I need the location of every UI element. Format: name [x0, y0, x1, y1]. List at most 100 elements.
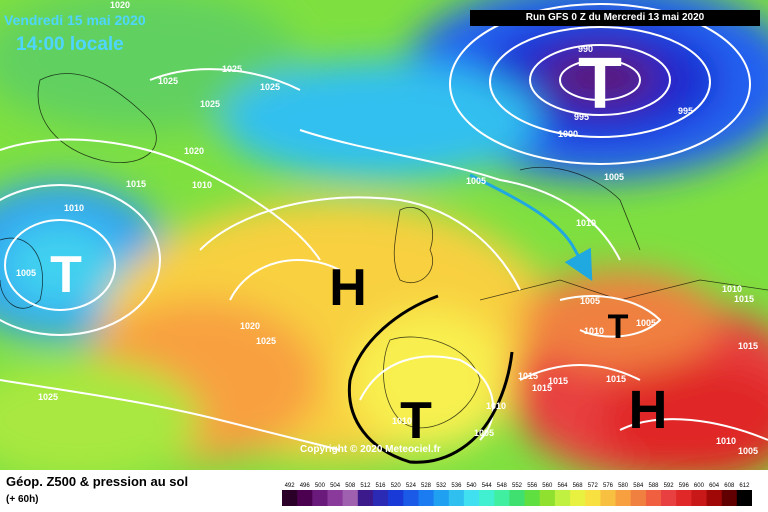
isobar-label: 1005 — [466, 176, 486, 186]
forecast-time: 14:00 locale — [16, 34, 124, 55]
isobar-label: 1025 — [256, 336, 276, 346]
scale-tick-label: 532 — [436, 483, 447, 489]
scale-swatch — [403, 490, 419, 506]
scale-swatch — [448, 490, 465, 506]
scale-swatch — [676, 490, 692, 506]
isobar-label: 1010 — [584, 326, 604, 336]
isobar-label: 1010 — [486, 401, 506, 411]
scale-swatch — [600, 490, 617, 506]
scale-tick-label: 516 — [375, 483, 386, 489]
scale-tick-label: 544 — [482, 483, 493, 489]
scale-swatch — [630, 490, 647, 506]
scale-swatch — [585, 490, 601, 506]
low-marker: T — [400, 392, 432, 450]
high-marker: H — [629, 380, 668, 440]
scale-tick-label: 592 — [664, 483, 675, 489]
isobar-label: 1005 — [474, 428, 494, 438]
scale-swatch — [721, 490, 738, 506]
isobar-label: 1015 — [548, 376, 568, 386]
isobar-label: 995 — [678, 106, 693, 116]
isobar-label: 1005 — [580, 296, 600, 306]
isobar-label: 1010 — [576, 218, 596, 228]
scale-tick-label: 512 — [360, 483, 371, 489]
scale-tick-label: 524 — [406, 483, 417, 489]
scale-tick-label: 564 — [557, 483, 568, 489]
scale-tick-label: 540 — [466, 483, 477, 489]
low-marker: T — [50, 246, 82, 304]
scale-tick-label: 608 — [724, 483, 735, 489]
scale-swatch — [327, 490, 344, 506]
scale-tick-label: 596 — [679, 483, 690, 489]
isobar-label: 1005 — [636, 318, 656, 328]
isobar-label: 1005 — [604, 172, 624, 182]
scale-swatch — [342, 490, 359, 506]
isobar-label: 1010 — [722, 284, 742, 294]
scale-swatch — [736, 490, 752, 506]
isobar-label: 1015 — [518, 371, 538, 381]
isobar-label: 1010 — [392, 416, 412, 426]
scale-swatch — [494, 490, 510, 506]
scale-swatch — [357, 490, 374, 506]
scale-swatch — [554, 490, 571, 506]
scale-swatch — [463, 490, 480, 506]
scale-tick-label: 612 — [739, 483, 750, 489]
scale-swatch — [661, 490, 677, 506]
scale-tick-label: 520 — [391, 483, 402, 489]
scale-tick-label: 600 — [694, 483, 705, 489]
scale-tick-label: 604 — [709, 483, 720, 489]
isobar-label: 1025 — [200, 99, 220, 109]
isobar-label: 1015 — [532, 383, 552, 393]
copyright: Copyright © 2020 Meteociel.fr — [300, 444, 441, 455]
scale-swatch — [282, 490, 298, 506]
scale-swatch — [539, 490, 556, 506]
scale-tick-label: 568 — [573, 483, 584, 489]
scale-tick-label: 496 — [300, 483, 311, 489]
scale-swatch — [373, 490, 389, 506]
isobar-label: 1000 — [558, 129, 578, 139]
scale-swatch — [388, 490, 404, 506]
scale-swatch — [570, 490, 586, 506]
isobar-label: 1015 — [738, 341, 758, 351]
low-marker: T — [608, 308, 629, 346]
scale-swatch — [524, 490, 541, 506]
forecast-range: (+ 60h) — [6, 494, 39, 505]
scale-swatch — [706, 490, 723, 506]
scale-tick-label: 572 — [588, 483, 599, 489]
high-marker: H — [329, 259, 367, 317]
isobar-label: 1015 — [734, 294, 754, 304]
isobar-label: 1015 — [126, 179, 146, 189]
forecast-date: Vendredi 15 mai 2020 — [4, 12, 146, 28]
run-info: Run GFS 0 Z du Mercredi 13 mai 2020 — [470, 10, 760, 26]
scale-tick-label: 556 — [527, 483, 538, 489]
low-marker: T — [578, 44, 622, 124]
isobar-label: 1025 — [260, 82, 280, 92]
scale-tick-label: 508 — [345, 483, 356, 489]
isobar-label: 1005 — [738, 446, 758, 456]
scale-tick-label: 580 — [618, 483, 629, 489]
scale-tick-label: 584 — [633, 483, 644, 489]
scale-tick-label: 552 — [512, 483, 523, 489]
scale-swatch — [312, 490, 328, 506]
scale-tick-label: 588 — [648, 483, 659, 489]
scale-swatch — [418, 490, 435, 506]
isobar-label: 1015 — [606, 374, 626, 384]
scale-tick-label: 560 — [542, 483, 553, 489]
scale-tick-label: 576 — [603, 483, 614, 489]
isobar-label: 1025 — [158, 76, 178, 86]
scale-tick-label: 492 — [285, 483, 296, 489]
scale-swatch — [615, 490, 632, 506]
isobar-label: 1010 — [192, 180, 212, 190]
scale-swatch — [433, 490, 450, 506]
isobar-label: 990 — [578, 44, 593, 54]
scale-tick-label: 536 — [451, 483, 462, 489]
scale-tick-label: 548 — [497, 483, 508, 489]
color-scale: 492 496 500 504 508 512 516 520 524 528 532 536 540 5… — [282, 483, 752, 506]
isobar-label: 1005 — [16, 268, 36, 278]
isobar-label: 1010 — [64, 203, 84, 213]
isobar-label: 1020 — [240, 321, 260, 331]
isobar-label: 1020 — [110, 0, 130, 10]
scale-swatch — [691, 490, 708, 506]
isobar-label: 1025 — [38, 392, 58, 402]
map-title: Géop. Z500 & pression au sol — [6, 474, 189, 489]
scale-tick-label: 500 — [315, 483, 326, 489]
